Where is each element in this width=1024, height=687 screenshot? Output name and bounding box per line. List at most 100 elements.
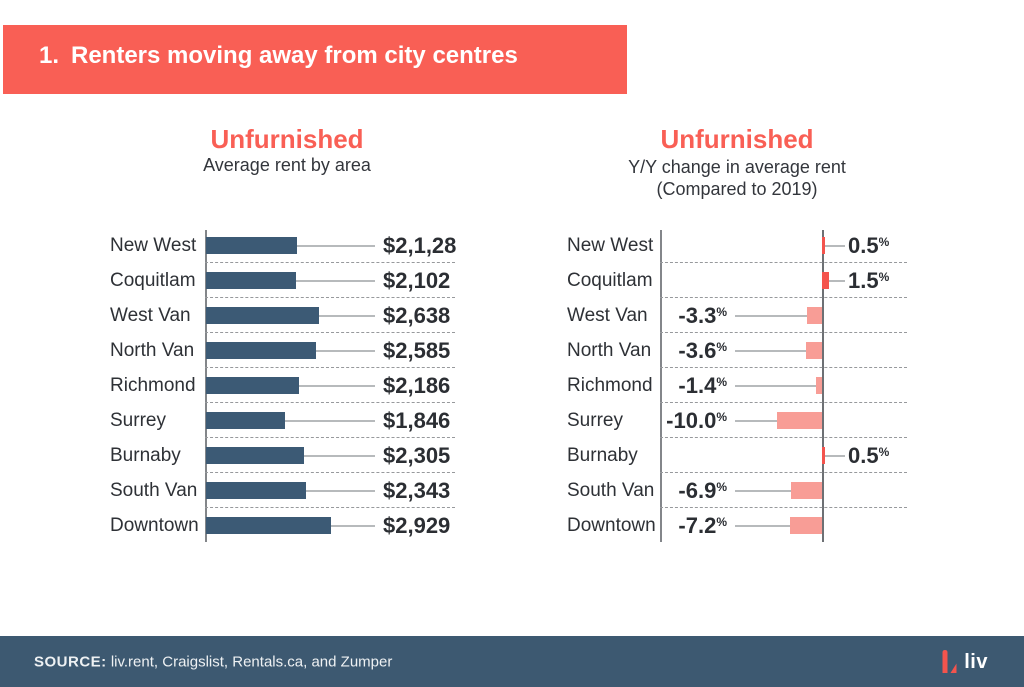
liv-logo-mark-icon	[942, 649, 957, 673]
change-value-label: -7.2%	[567, 513, 727, 539]
change-value-number: -3.6	[678, 337, 717, 363]
rent-bar	[206, 447, 305, 464]
value-connector-line	[316, 349, 375, 352]
category-label: Downtown	[567, 514, 656, 536]
category-label: North Van	[567, 339, 652, 361]
rent-bar-row: Burnaby $2,305	[110, 438, 455, 473]
value-connector-line	[318, 314, 375, 317]
source-label: SOURCE:	[34, 653, 107, 670]
change-bar-negative	[807, 307, 822, 324]
value-connector-line	[825, 454, 845, 457]
percent-sign: %	[716, 374, 727, 389]
rent-bar	[206, 377, 300, 394]
rent-bar	[206, 237, 297, 254]
value-connector-line	[295, 279, 375, 282]
left-chart-title: Unfurnished	[210, 124, 364, 154]
change-bar-negative	[805, 342, 822, 359]
row-separator	[660, 402, 907, 403]
value-connector-line	[284, 419, 375, 422]
change-value-label: 0.5%	[848, 443, 889, 469]
category-label: Surrey	[110, 409, 166, 431]
rent-value-label: $2,585	[383, 337, 451, 363]
change-value-label: -6.9%	[567, 478, 727, 504]
value-connector-line	[735, 314, 808, 317]
category-label: Surrey	[567, 409, 623, 431]
change-bar-negative	[777, 412, 822, 429]
rent-bar	[206, 272, 296, 289]
percent-sign: %	[716, 514, 727, 529]
category-label: South Van	[110, 479, 198, 501]
section-banner: 1. Renters moving away from city centres	[3, 25, 627, 94]
row-separator	[660, 332, 907, 333]
category-label: Burnaby	[110, 444, 181, 466]
source-list: liv.rent, Craigslist, Rentals.ca, and Zu…	[106, 653, 393, 670]
rent-bar	[206, 412, 285, 429]
rent-bar-row: Surrey $1,846	[110, 403, 455, 438]
rent-value-label: $2,186	[383, 372, 451, 398]
change-value-number: -7.2	[678, 512, 717, 538]
category-label: Richmond	[110, 374, 196, 396]
row-separator	[660, 262, 907, 263]
category-label: South Van	[567, 479, 655, 501]
value-connector-line	[305, 489, 375, 492]
percent-sign: %	[716, 409, 727, 424]
rent-bar-row: New West $2,1,28	[110, 228, 457, 263]
change-bar-row: New West 0.5%	[567, 228, 917, 263]
change-bar-row: Burnaby 0.5%	[567, 438, 917, 473]
category-label: West Van	[567, 304, 648, 326]
row-separator	[660, 472, 907, 473]
change-value-number: -6.9	[678, 477, 717, 503]
rent-value-label: $2,1,28	[383, 232, 457, 258]
value-connector-line	[735, 489, 791, 492]
value-connector-line	[735, 384, 816, 387]
category-label: New West	[567, 234, 654, 256]
percent-sign: %	[878, 444, 890, 459]
source-text: SOURCE: liv.rent, Craigslist, Rentals.ca…	[34, 653, 392, 670]
row-separator	[205, 262, 455, 263]
change-value-label: -10.0%	[567, 408, 727, 434]
value-connector-line	[735, 524, 790, 527]
percent-sign: %	[716, 304, 727, 319]
rent-value-label: $2,102	[383, 267, 451, 293]
rent-bar-row: South Van $2,343	[110, 473, 455, 508]
rent-bar	[206, 517, 331, 534]
right-chart-subtitle-line1: Y/Y change in average rent	[628, 157, 846, 177]
row-separator	[205, 332, 455, 333]
rent-bar	[206, 482, 306, 499]
category-label: Burnaby	[567, 444, 638, 466]
row-separator	[205, 297, 455, 298]
change-value-label: 1.5%	[848, 268, 889, 294]
rent-by-area-chart: New West $2,1,28 Coquitlam $2,102 West Van $2…	[110, 228, 457, 543]
change-bar-negative	[790, 482, 822, 499]
row-separator	[660, 437, 907, 438]
rent-bar	[206, 307, 319, 324]
zero-axis-line	[822, 230, 824, 542]
right-chart-title: Unfurnished	[660, 124, 814, 154]
value-connector-line	[825, 244, 845, 247]
change-value-label: 0.5%	[848, 233, 889, 259]
change-bar-row: Coquitlam 1.5%	[567, 263, 917, 298]
change-bar-row: North Van -3.6%	[567, 333, 917, 368]
row-separator	[205, 437, 455, 438]
value-connector-line	[296, 244, 375, 247]
rent-value-label: $2,343	[383, 477, 451, 503]
liv-logo: liv	[941, 649, 988, 674]
change-bar-row: Surrey -10.0%	[567, 403, 917, 438]
row-separator	[660, 367, 907, 368]
change-bar-row: Downtown -7.2%	[567, 508, 917, 543]
percent-sign: %	[878, 269, 890, 284]
footer-bar: SOURCE: liv.rent, Craigslist, Rentals.ca…	[0, 636, 1024, 687]
right-chart-boundary-line	[660, 230, 662, 542]
category-label: North Van	[110, 339, 195, 361]
category-label: Coquitlam	[110, 269, 196, 291]
category-label: West Van	[110, 304, 191, 326]
category-label: Coquitlam	[567, 269, 653, 291]
yoy-change-chart: New West 0.5% Coquitlam 1.5% West Van -3.3% No…	[567, 228, 917, 543]
change-bar-row: Richmond -1.4%	[567, 368, 917, 403]
rent-bar-row: North Van $2,585	[110, 333, 455, 368]
change-bar-negative	[815, 377, 822, 394]
value-connector-line	[304, 454, 375, 457]
change-bar-positive	[822, 237, 825, 254]
change-value-number: 0.5	[848, 232, 879, 258]
change-value-number: -10.0	[666, 407, 717, 433]
